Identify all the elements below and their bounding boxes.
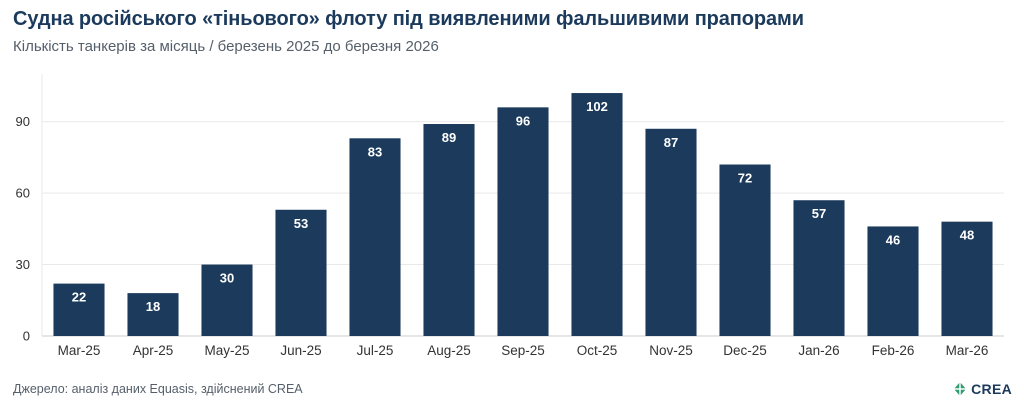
data-label: 22	[72, 290, 86, 305]
bar	[497, 107, 549, 336]
data-label: 96	[516, 113, 530, 128]
data-labels: 22 18 30 53 83 89 96 102 87 72 57 46 48	[72, 99, 974, 314]
chart-title: Судна російського «тіньового» флоту під …	[13, 8, 804, 30]
bar	[867, 226, 919, 336]
x-tick-label: Feb-26	[872, 343, 915, 358]
y-tick-label: 30	[16, 257, 30, 272]
crea-leaf-icon	[954, 382, 967, 396]
bar	[275, 209, 327, 336]
y-tick-label: 0	[23, 329, 30, 344]
bar	[719, 164, 771, 336]
bar	[793, 200, 845, 336]
x-tick-label: Sep-25	[501, 343, 545, 358]
x-tick-label: Apr-25	[133, 343, 174, 358]
x-tick-label: May-25	[204, 343, 249, 358]
y-tick-label: 90	[16, 114, 30, 129]
y-tick-label: 60	[16, 186, 30, 201]
bar	[201, 264, 253, 336]
x-tick-label: Jul-25	[357, 343, 394, 358]
chart-subtitle: Кількість танкерів за місяць / березень …	[13, 38, 439, 55]
bar	[423, 124, 475, 336]
data-label: 46	[886, 232, 900, 247]
data-label: 102	[586, 99, 608, 114]
x-tick-label: Jan-26	[798, 343, 839, 358]
x-tick-label: Mar-26	[946, 343, 989, 358]
data-label: 87	[664, 135, 678, 150]
bar	[645, 128, 697, 336]
data-label: 53	[294, 216, 308, 231]
x-tick-label: Nov-25	[649, 343, 693, 358]
bars	[53, 93, 993, 337]
data-label: 72	[738, 171, 752, 186]
bar	[127, 293, 179, 336]
x-tick-label: Oct-25	[577, 343, 618, 358]
bar	[571, 93, 623, 337]
bar	[941, 221, 993, 336]
x-tick-label: Aug-25	[427, 343, 471, 358]
data-label: 57	[812, 206, 826, 221]
data-label: 30	[220, 271, 234, 286]
data-label: 89	[442, 130, 456, 145]
x-axis-ticks: Mar-25 Apr-25 May-25 Jun-25 Jul-25 Aug-25 Sep-…	[58, 343, 989, 358]
crea-logo: CREA	[952, 381, 1012, 397]
data-label: 83	[368, 144, 382, 159]
bar	[53, 283, 105, 336]
x-tick-label: Dec-25	[723, 343, 767, 358]
data-label: 48	[960, 228, 974, 243]
x-tick-label: Mar-25	[58, 343, 101, 358]
source-note: Джерело: аналіз даних Equasis, здійснени…	[13, 382, 303, 396]
y-axis-ticks: 0 30 60 90	[16, 114, 30, 343]
x-tick-label: Jun-25	[280, 343, 321, 358]
data-label: 18	[146, 299, 160, 314]
bar	[349, 138, 401, 336]
logo-text: CREA	[971, 381, 1012, 397]
